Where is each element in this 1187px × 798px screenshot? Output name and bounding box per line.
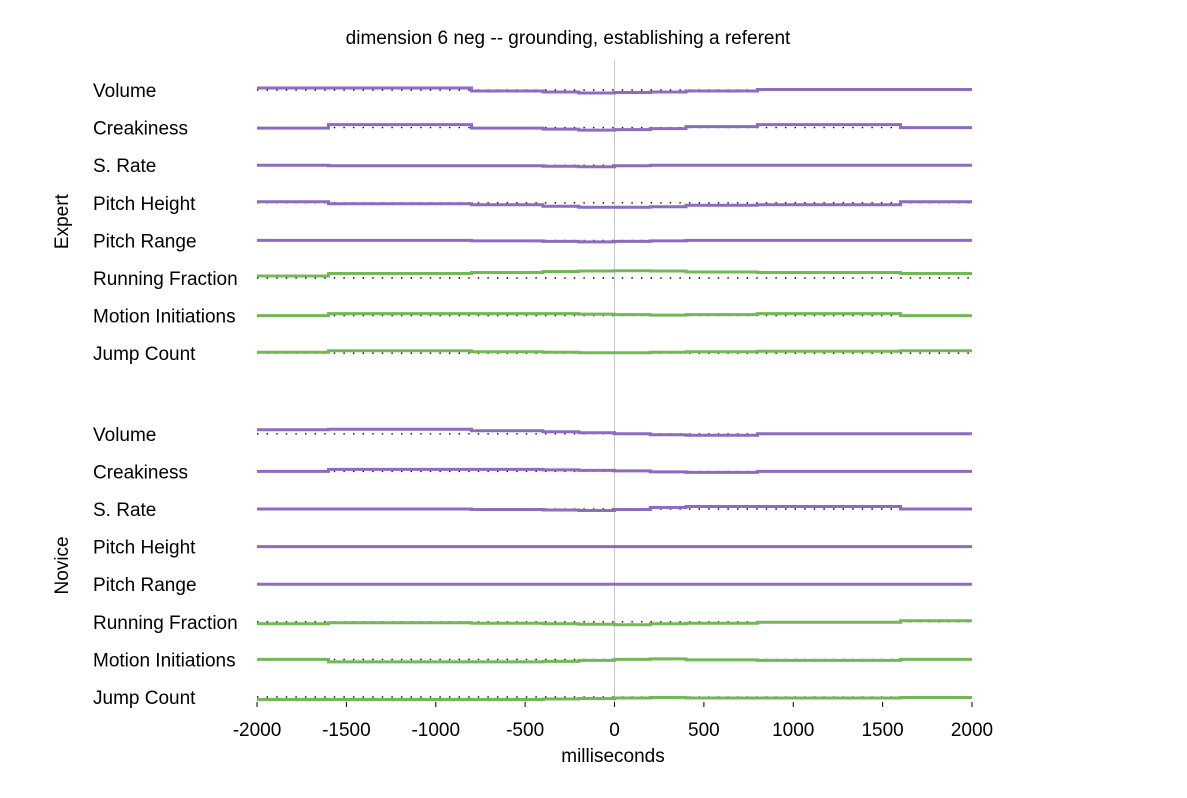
group-labels: Expert Novice [52, 193, 73, 594]
row-label-expert-running-fraction: Running Fraction [93, 269, 238, 290]
series-line-novice-s-rate [257, 505, 972, 512]
x-tick-label: 2000 [951, 720, 993, 741]
x-tick-label: -1000 [411, 720, 460, 741]
series-line-expert-running-fraction [257, 269, 972, 278]
x-tick-label: -1500 [322, 720, 371, 741]
series-line-novice-motion-initiations [257, 657, 972, 664]
row-label-expert-s-rate: S. Rate [93, 156, 156, 177]
row-label-expert-jump-count: Jump Count [93, 344, 196, 365]
series-line-expert-motion-initiations [257, 312, 972, 318]
series-layer [257, 86, 972, 701]
x-tick-label: 1000 [772, 720, 814, 741]
series-line-novice-jump-count [257, 696, 972, 701]
row-label-novice-volume: Volume [93, 425, 156, 446]
x-tick-label: -500 [506, 720, 544, 741]
row-label-novice-pitch-range: Pitch Range [93, 575, 197, 596]
group-label-expert: Expert [52, 193, 73, 249]
x-tick-label: 1500 [861, 720, 903, 741]
series-line-expert-pitch-range [257, 238, 972, 244]
row-label-novice-creakiness: Creakiness [93, 462, 188, 483]
row-label-expert-motion-initiations: Motion Initiations [93, 307, 236, 328]
x-axis: -2000 -1500 -1000 -500 0 500 1000 1500 2000 [233, 702, 993, 741]
x-tick-label: 500 [688, 720, 720, 741]
x-tick-label: 0 [609, 720, 620, 741]
series-line-expert-jump-count [257, 349, 972, 355]
chart-title: dimension 6 neg -- grounding, establishi… [346, 28, 791, 49]
series-line-novice-creakiness [257, 467, 972, 474]
row-label-expert-creakiness: Creakiness [93, 119, 188, 140]
series-line-expert-pitch-height [257, 200, 972, 209]
series-line-novice-volume [257, 427, 972, 437]
x-tick-label: -2000 [233, 720, 282, 741]
row-label-expert-pitch-height: Pitch Height [93, 194, 196, 215]
row-labels: Volume Creakiness S. Rate Pitch Height Pitch… [93, 81, 238, 709]
x-axis-label: milliseconds [561, 746, 664, 767]
row-label-novice-running-fraction: Running Fraction [93, 613, 238, 634]
series-line-expert-s-rate [257, 163, 972, 169]
row-label-novice-s-rate: S. Rate [93, 500, 156, 521]
row-label-novice-jump-count: Jump Count [93, 688, 196, 709]
series-line-novice-running-fraction [257, 619, 972, 627]
row-label-novice-motion-initiations: Motion Initiations [93, 650, 236, 671]
series-line-expert-creakiness [257, 123, 972, 132]
row-label-expert-volume: Volume [93, 81, 156, 102]
group-label-novice: Novice [52, 536, 73, 594]
row-label-expert-pitch-range: Pitch Range [93, 231, 197, 252]
series-line-expert-volume [257, 86, 972, 95]
row-label-novice-pitch-height: Pitch Height [93, 538, 196, 559]
